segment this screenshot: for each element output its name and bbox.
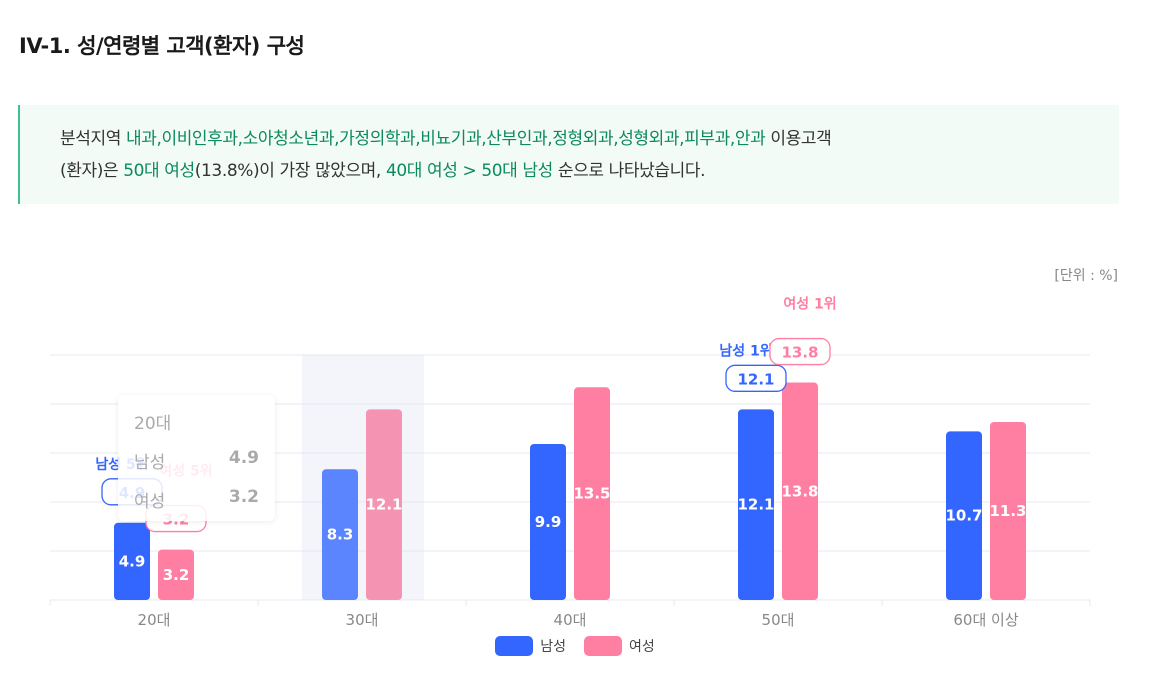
- data-label: 9.9: [535, 513, 562, 531]
- summary-box: 분석지역 내과,이비인후과,소아청소년과,가정의학과,비뇨기과,산부인과,정형외…: [18, 105, 1119, 204]
- legend-item-male[interactable]: 남성: [495, 636, 566, 656]
- page-title: IV-1. 성/연령별 고객(환자) 구성: [19, 34, 305, 58]
- bar-female: [574, 387, 610, 600]
- unit-label: [단위 : %]: [1054, 268, 1118, 284]
- data-label: 3.2: [163, 566, 190, 584]
- chart-tooltip: 20대 남성 4.9 여성 3.2: [118, 395, 275, 521]
- bar-female: [158, 549, 194, 600]
- rank-value: 12.1: [737, 370, 774, 388]
- bar-female: [990, 421, 1026, 600]
- bar-male: [530, 444, 566, 600]
- summary-segment: 분석지역: [60, 129, 126, 149]
- summary-segment: 50대 여성: [123, 161, 195, 181]
- x-tick-label: 20대: [138, 611, 171, 629]
- bar-male: [946, 431, 982, 600]
- bar-female: [366, 409, 402, 600]
- data-label: 4.9: [119, 552, 146, 570]
- data-label: 8.3: [327, 526, 354, 544]
- rank-value-pill: [769, 337, 831, 366]
- bar-male: [114, 522, 150, 600]
- tooltip-label-male: 남성: [134, 453, 166, 473]
- rank-label: 여성 1위: [783, 296, 836, 313]
- data-label: 13.8: [781, 482, 818, 500]
- rank-label: 남성 1위: [719, 342, 772, 359]
- summary-segment: 순으로 나타났습니다.: [552, 161, 706, 181]
- legend-swatch-female: [584, 636, 622, 656]
- tooltip-row-male: 남성 4.9: [134, 448, 259, 473]
- x-tick-label: 50대: [762, 611, 795, 629]
- data-label: 12.1: [737, 496, 774, 514]
- legend-label-male: 남성: [540, 639, 566, 655]
- tooltip-label-female: 여성: [134, 492, 166, 512]
- summary-segment: (환자)은: [60, 161, 124, 181]
- rank-value-pill: [725, 364, 787, 392]
- x-tick-label: 60대 이상: [953, 611, 1018, 629]
- x-tick-label: 30대: [346, 611, 379, 629]
- summary-segment: (13.8%)이 가장 많았으며,: [194, 161, 386, 181]
- tooltip-title: 20대: [134, 414, 172, 434]
- hover-band: [302, 355, 424, 600]
- tooltip-value-male: 4.9: [228, 448, 259, 468]
- bar-male: [738, 409, 774, 600]
- legend-swatch-male: [495, 636, 534, 656]
- x-tick-label: 40대: [554, 611, 587, 629]
- data-label: 13.5: [573, 485, 610, 503]
- legend-label-female: 여성: [629, 639, 655, 655]
- summary-line-1: 분석지역 내과,이비인후과,소아청소년과,가정의학과,비뇨기과,산부인과,정형외…: [60, 123, 1119, 155]
- summary-segment: 40대 여성 > 50대 남성: [385, 161, 553, 181]
- tooltip-value-female: 3.2: [228, 487, 259, 507]
- data-label: 12.1: [365, 496, 402, 514]
- legend-item-female[interactable]: 여성: [584, 636, 655, 656]
- rank-value: 13.8: [781, 344, 818, 362]
- bar-male: [322, 469, 358, 600]
- data-label: 10.7: [945, 507, 982, 525]
- chart-legend: 남성 여성: [0, 636, 1150, 656]
- tooltip-row-female: 여성 3.2: [134, 487, 259, 512]
- summary-line-2: (환자)은 50대 여성(13.8%)이 가장 많았으며, 40대 여성 > 5…: [60, 155, 1119, 187]
- bar-female: [782, 382, 818, 600]
- summary-segment: 내과,이비인후과,소아청소년과,가정의학과,비뇨기과,산부인과,정형외과,성형외…: [125, 129, 766, 149]
- data-label: 11.3: [989, 502, 1026, 520]
- summary-segment: 이용고객: [765, 129, 832, 149]
